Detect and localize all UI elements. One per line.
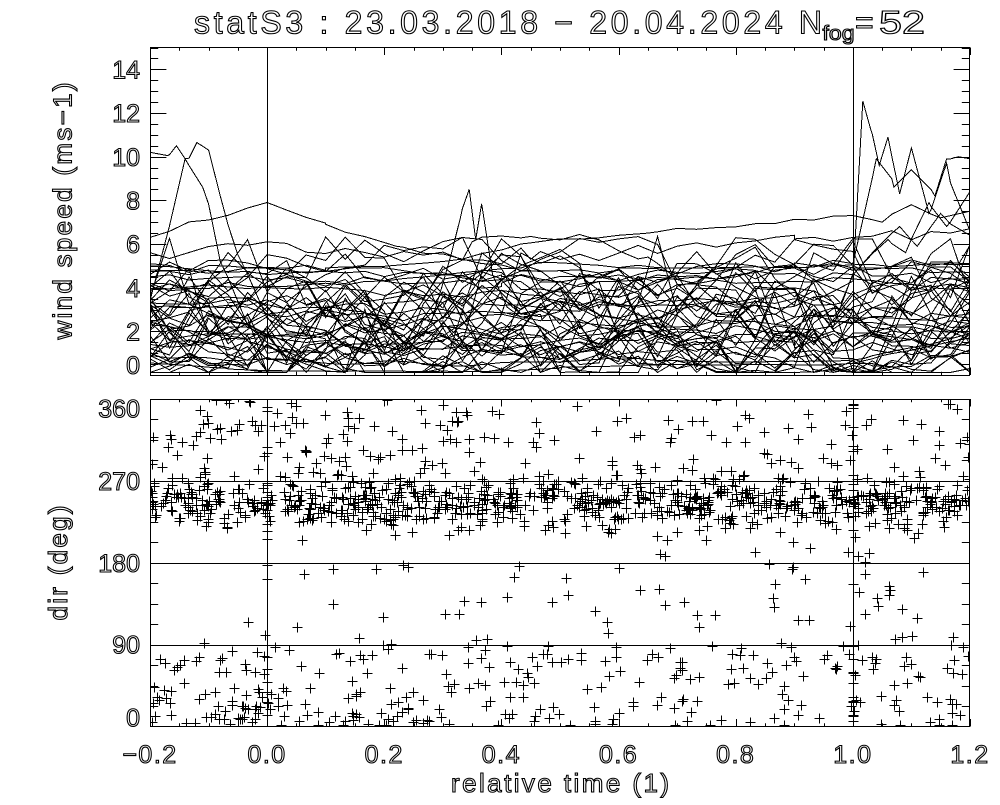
svg-text:0: 0 xyxy=(126,352,140,380)
svg-text:8: 8 xyxy=(126,187,140,215)
svg-text:statS3 : 23.03.2018 − 20.04.20: statS3 : 23.03.2018 − 20.04.2024 N xyxy=(194,5,822,41)
svg-text:1.0: 1.0 xyxy=(833,741,872,769)
svg-text:wind speed (ms−1): wind speed (ms−1) xyxy=(48,83,78,341)
svg-text:0: 0 xyxy=(126,704,140,732)
svg-text:=: = xyxy=(855,5,874,41)
svg-text:0.8: 0.8 xyxy=(716,741,755,769)
svg-text:0.6: 0.6 xyxy=(599,741,638,769)
svg-text:180: 180 xyxy=(98,550,140,578)
svg-text:12: 12 xyxy=(112,100,140,128)
svg-text:52: 52 xyxy=(879,5,925,41)
svg-text:90: 90 xyxy=(112,632,140,660)
svg-text:2: 2 xyxy=(126,318,140,346)
svg-text:−0.2: −0.2 xyxy=(122,741,177,769)
svg-text:360: 360 xyxy=(98,395,140,423)
svg-text:0.2: 0.2 xyxy=(365,741,404,769)
svg-text:0.0: 0.0 xyxy=(247,741,286,769)
svg-text:270: 270 xyxy=(98,468,140,496)
svg-text:14: 14 xyxy=(112,56,140,84)
svg-text:dir (deg): dir (deg) xyxy=(43,506,73,621)
svg-text:1.2: 1.2 xyxy=(950,741,989,769)
svg-text:4: 4 xyxy=(126,275,140,303)
svg-text:0.4: 0.4 xyxy=(482,741,521,769)
svg-text:fog: fog xyxy=(823,23,855,45)
svg-text:6: 6 xyxy=(126,231,140,259)
svg-text:relative time (1): relative time (1) xyxy=(451,768,669,798)
svg-text:10: 10 xyxy=(112,144,140,172)
